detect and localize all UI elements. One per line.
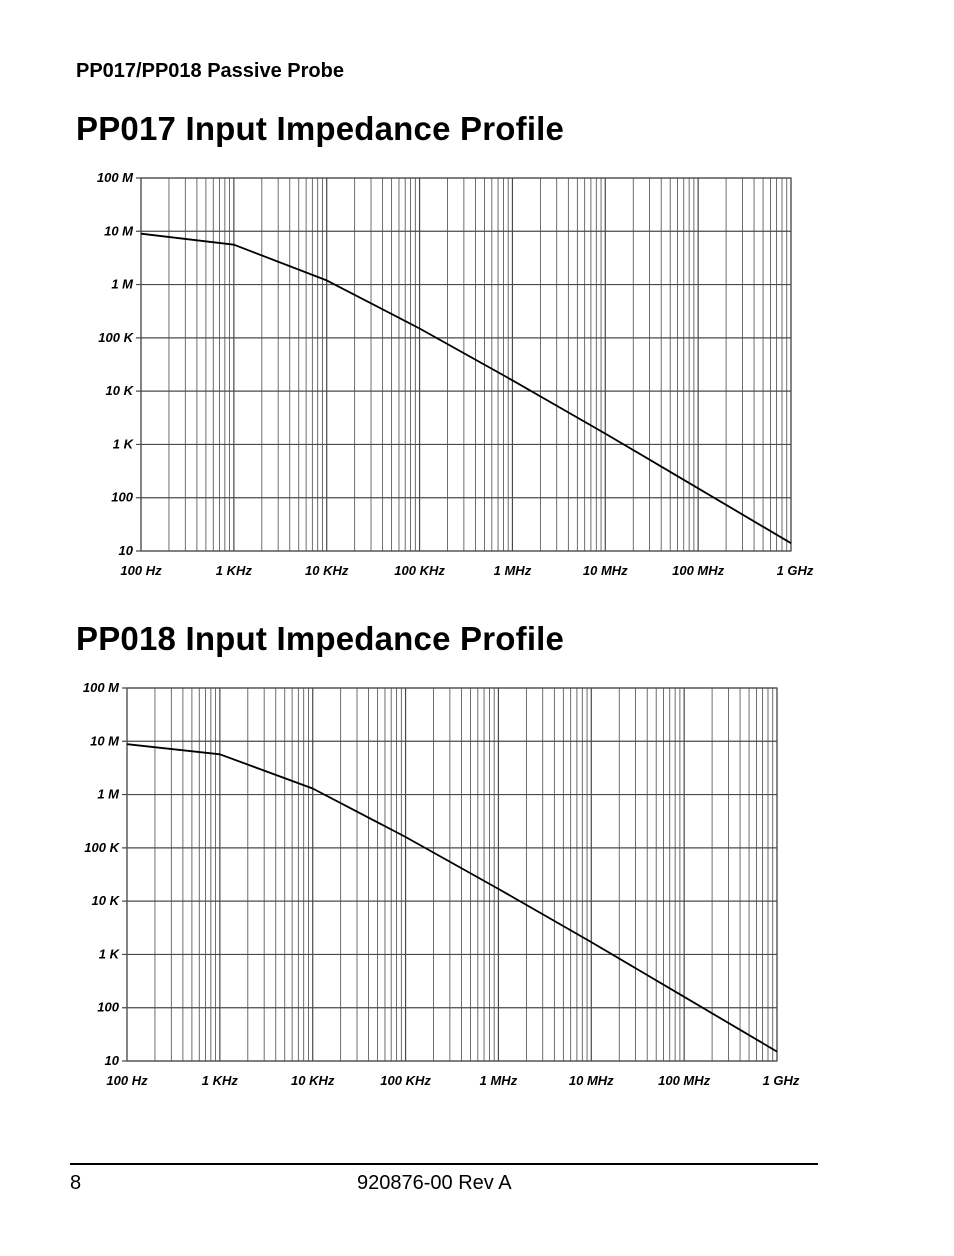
impedance-curve <box>140 232 792 544</box>
pp017-section-title: PP017 Input Impedance Profile <box>76 110 565 147</box>
y-tick-label: 1 M <box>111 277 134 292</box>
y-tick-label: 1 M <box>97 787 120 802</box>
plot-frame <box>140 177 792 552</box>
document-id: 920876-00 Rev A <box>357 1172 512 1194</box>
running-header: PP017/PP018 Passive Probe <box>76 60 344 82</box>
y-tick-label: 100 M <box>83 680 120 695</box>
y-tick-label: 100 K <box>84 840 120 855</box>
plot-frame <box>126 687 778 1062</box>
y-tick-label: 100 <box>111 490 133 505</box>
y-tick-label: 10 K <box>106 383 135 398</box>
x-tick-label: 1 KHz <box>202 1073 239 1088</box>
x-tick-label: 10 MHz <box>583 563 628 578</box>
y-tick-label: 10 <box>105 1053 120 1068</box>
y-tick-label: 100 M <box>97 170 134 185</box>
y-tick-label: 1 K <box>113 436 135 451</box>
y-tick-label: 10 M <box>90 733 120 748</box>
x-tick-label: 100 MHz <box>658 1073 711 1088</box>
x-tick-label: 100 Hz <box>120 563 162 578</box>
y-tick-label: 10 <box>119 543 134 558</box>
y-tick-label: 100 K <box>98 330 134 345</box>
x-tick-label: 1 MHz <box>480 1073 518 1088</box>
y-tick-label: 100 <box>97 1000 119 1015</box>
y-tick-label: 10 K <box>92 893 121 908</box>
pp018-section-title: PP018 Input Impedance Profile <box>76 620 565 657</box>
x-tick-label: 1 MHz <box>494 563 532 578</box>
x-tick-label: 100 Hz <box>106 1073 148 1088</box>
x-tick-label: 10 MHz <box>569 1073 614 1088</box>
page-number: 8 <box>70 1172 82 1194</box>
x-tick-label: 10 KHz <box>291 1073 335 1088</box>
x-tick-label: 1 KHz <box>216 563 253 578</box>
impedance-curve <box>126 743 778 1053</box>
y-tick-label: 10 M <box>104 223 134 238</box>
x-tick-label: 100 MHz <box>672 563 725 578</box>
footer-rule <box>70 1163 818 1165</box>
x-tick-label: 10 KHz <box>305 563 349 578</box>
x-tick-label: 1 GHz <box>777 563 814 578</box>
x-tick-label: 100 KHz <box>394 563 445 578</box>
x-tick-label: 1 GHz <box>763 1073 800 1088</box>
y-tick-label: 1 K <box>99 946 121 961</box>
x-tick-label: 100 KHz <box>380 1073 431 1088</box>
